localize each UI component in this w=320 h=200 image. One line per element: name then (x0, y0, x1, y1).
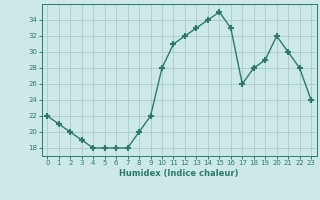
X-axis label: Humidex (Indice chaleur): Humidex (Indice chaleur) (119, 169, 239, 178)
